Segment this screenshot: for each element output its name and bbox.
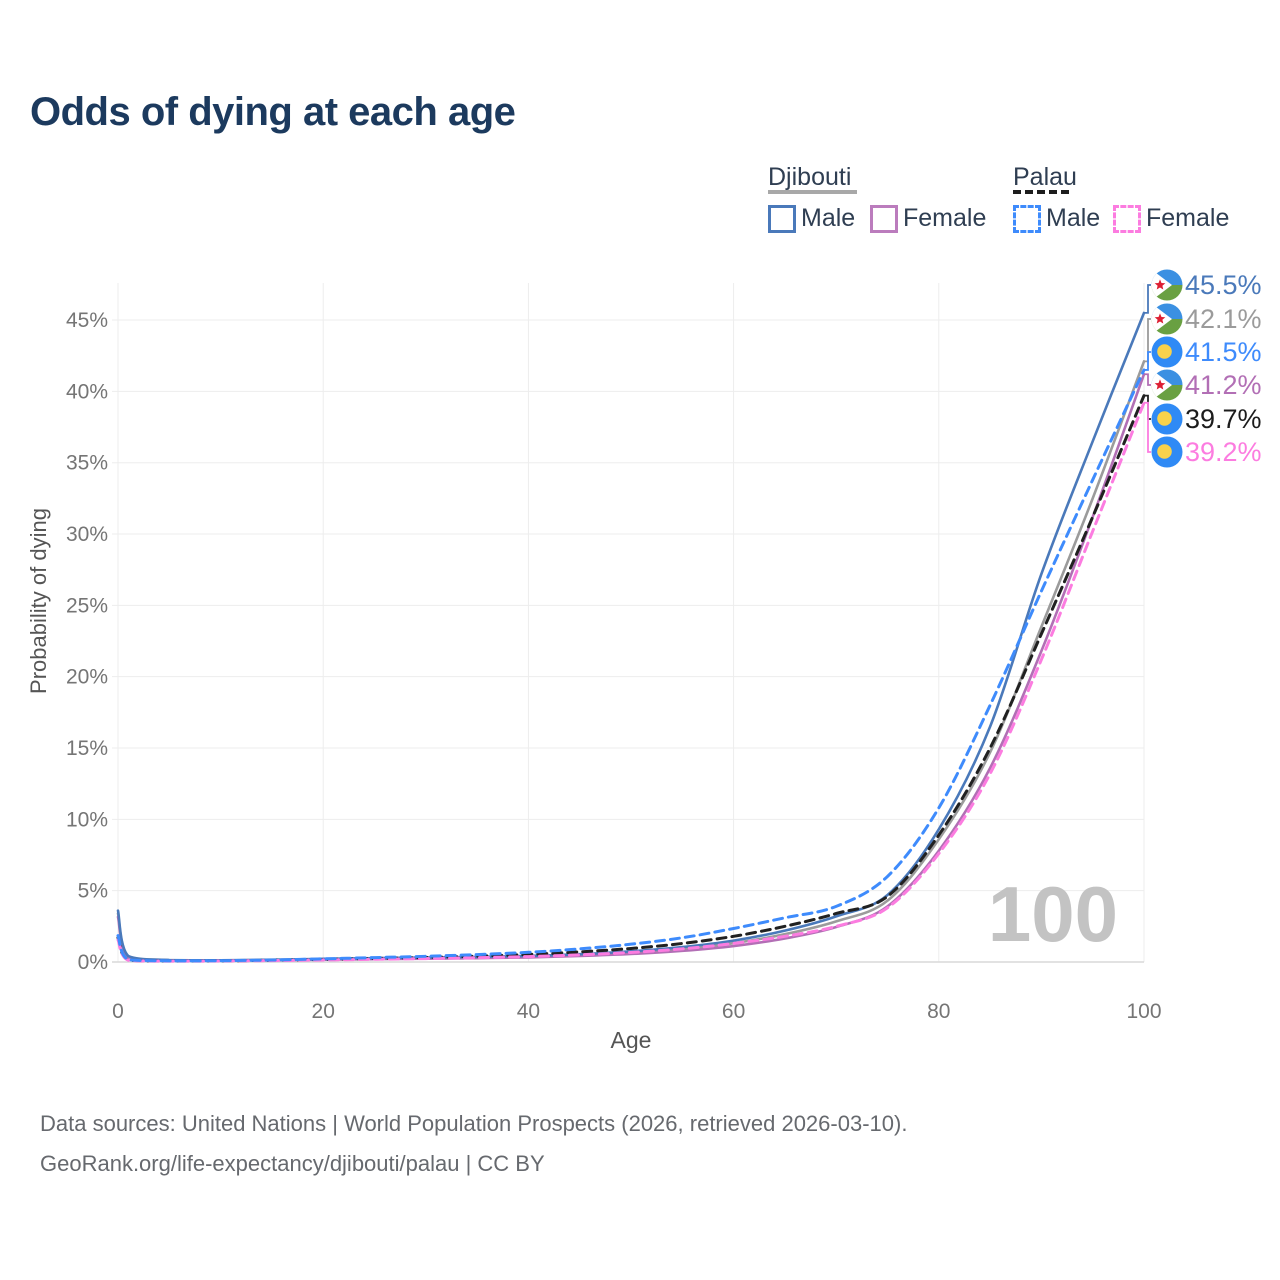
end-value-label: 41.2% <box>1185 370 1262 400</box>
y-tick-label: 10% <box>66 808 108 831</box>
series-line-palau-male[interactable] <box>116 368 1146 963</box>
legend-swatch-djibouti-male <box>768 205 796 233</box>
djibouti-flag-icon <box>1151 303 1183 335</box>
palau-flag-icon <box>1151 403 1183 435</box>
legend-label-djibouti-female: Female <box>903 204 987 232</box>
y-axis-title: Probability of dying <box>26 508 51 694</box>
legend-swatch-palau-female <box>1113 205 1141 233</box>
end-value-label: 41.5% <box>1185 337 1262 367</box>
label-connector <box>1144 351 1151 371</box>
y-tick-label: 45% <box>66 309 108 332</box>
x-tick-label: 20 <box>312 1000 335 1023</box>
x-tick-label: 0 <box>112 1000 124 1023</box>
series-lines <box>116 311 1146 963</box>
series-line-djibouti-male[interactable] <box>116 311 1146 962</box>
legend-palau-line-sample <box>1013 190 1069 194</box>
legend-group-djibouti-title: Djibouti <box>768 163 852 191</box>
footer-attribution: GeoRank.org/life-expectancy/djibouti/pal… <box>40 1151 545 1176</box>
end-value-label: 39.2% <box>1185 437 1262 467</box>
y-tick-label: 5% <box>78 880 108 903</box>
y-tick-label: 25% <box>66 594 108 617</box>
label-connector <box>1144 284 1151 314</box>
end-value-label: 45.5% <box>1185 270 1262 300</box>
legend-label-palau-female: Female <box>1146 204 1230 232</box>
page-title: Odds of dying at each age <box>30 90 516 134</box>
footer-data-sources: Data sources: United Nations | World Pop… <box>40 1111 908 1136</box>
djibouti-flag-icon <box>1151 269 1183 301</box>
label-connector <box>1144 318 1151 363</box>
y-tick-label: 30% <box>66 523 108 546</box>
palau-flag-icon <box>1151 436 1183 468</box>
y-tick-label: 35% <box>66 452 108 475</box>
chart-plot-area[interactable]: 100 0 20 40 60 80 100 0% 5% 10% 15% 20% 25% 30% 35% 40… <box>0 0 1280 1080</box>
x-axis-title: Age <box>611 1027 652 1053</box>
legend-label-djibouti-male: Male <box>801 204 856 232</box>
end-value-label: 39.7% <box>1185 404 1262 434</box>
x-tick-label: 40 <box>517 1000 540 1023</box>
legend-label-palau-male: Male <box>1046 204 1101 232</box>
axis-tick-labels: 0 20 40 60 80 100 0% 5% 10% 15% 20% 25% 30% 35% 40% 45% <box>66 309 1162 1023</box>
legend-swatch-palau-male <box>1013 205 1041 233</box>
end-value-label: 42.1% <box>1185 304 1262 334</box>
y-tick-label: 40% <box>66 380 108 403</box>
x-tick-label: 60 <box>722 1000 745 1023</box>
y-tick-label: 0% <box>78 951 108 974</box>
djibouti-flag-icon <box>1151 369 1183 401</box>
label-connector <box>1144 373 1151 386</box>
x-tick-label: 100 <box>1126 1000 1161 1023</box>
series-line-palau-female[interactable] <box>116 401 1146 963</box>
watermark: 100 <box>988 870 1118 958</box>
y-tick-label: 15% <box>66 737 108 760</box>
label-connector <box>1144 401 1151 453</box>
x-tick-label: 80 <box>927 1000 950 1023</box>
legend-swatch-djibouti-female <box>870 205 898 233</box>
end-labels: 45.5% 42.1%41.5%41.2% 39.7%39.2% <box>1144 269 1262 468</box>
palau-flag-icon <box>1151 336 1183 368</box>
y-tick-label: 20% <box>66 666 108 689</box>
legend-group-palau-title: Palau <box>1013 163 1077 191</box>
gridlines <box>112 283 1145 963</box>
legend-djibouti-line-sample <box>768 190 857 194</box>
footer: Data sources: United Nations | World Pop… <box>40 1104 907 1184</box>
